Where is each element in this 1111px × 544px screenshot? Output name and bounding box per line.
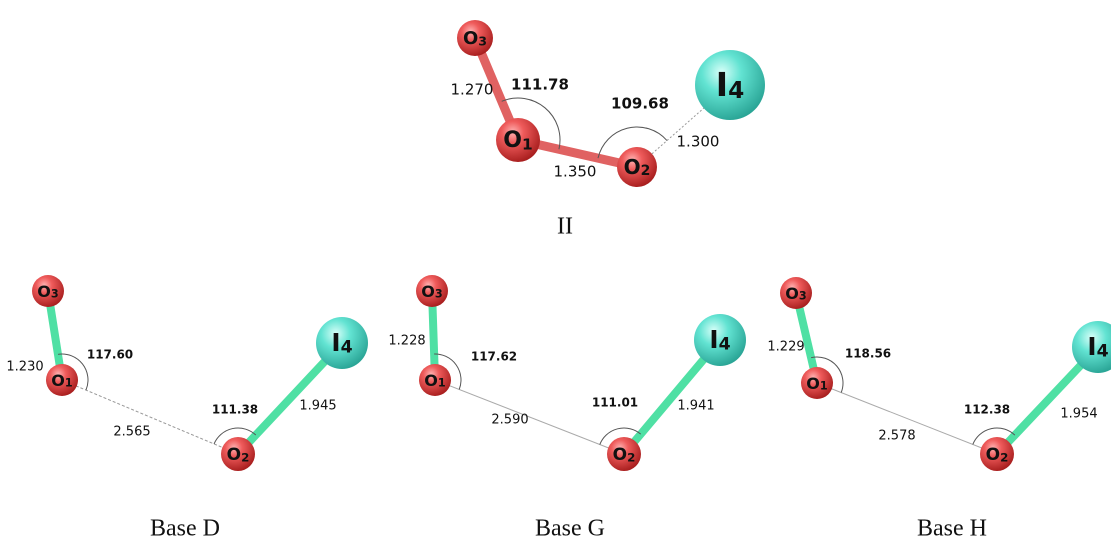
caption: Base G — [535, 516, 605, 542]
bond-length: 2.590 — [491, 413, 528, 428]
atom-index: 3 — [435, 287, 443, 300]
atom-symbol: O — [613, 445, 627, 465]
atom-symbol: O — [227, 445, 241, 465]
bond-length: 1.300 — [677, 133, 720, 151]
atom-symbol: I — [709, 325, 718, 354]
bond — [435, 380, 624, 454]
atom-index: 1 — [522, 135, 533, 153]
angle-value: 111.01 — [592, 396, 638, 410]
caption: Base H — [917, 516, 987, 542]
atom-index: 2 — [241, 450, 249, 464]
atom-index: 3 — [51, 287, 59, 300]
panel: O3O1O2I41.2292.5781.954118.56112.38Base … — [767, 277, 1111, 542]
atom-symbol: O — [624, 155, 641, 179]
atom-symbol: O — [421, 282, 435, 301]
atom-index: 4 — [341, 338, 353, 358]
bond-length: 1.941 — [677, 399, 714, 414]
panel: O3O1O2I41.2302.5651.945117.60111.38Base … — [6, 275, 368, 542]
atom-index: 4 — [728, 76, 744, 103]
atom-index: 4 — [1097, 342, 1109, 362]
bond-length: 1.228 — [388, 334, 425, 349]
bond-length: 2.578 — [878, 429, 915, 444]
atom-index: 4 — [719, 335, 731, 355]
angle-value: 117.62 — [471, 350, 517, 364]
bond-length: 1.945 — [299, 399, 336, 414]
atom-index: 3 — [478, 33, 487, 48]
angle-value: 118.56 — [845, 347, 891, 361]
atom-index: 2 — [627, 450, 635, 464]
atom-index: 1 — [820, 379, 828, 392]
bond-length: 1.350 — [554, 163, 597, 181]
atom-symbol: O — [503, 128, 522, 153]
caption: Base D — [150, 516, 220, 542]
atom-symbol: I — [1087, 332, 1096, 361]
atom-index: 1 — [65, 376, 73, 389]
angle-value: 109.68 — [611, 95, 669, 113]
atom-symbol: O — [785, 284, 799, 303]
angle-value: 111.38 — [212, 403, 258, 417]
atom-symbol: O — [51, 371, 65, 390]
bond-length: 1.230 — [6, 360, 43, 375]
angle-value: 112.38 — [964, 403, 1010, 417]
bond-length: 1.954 — [1060, 407, 1097, 422]
bond-length: 1.270 — [451, 81, 494, 99]
bond-length: 1.229 — [767, 340, 804, 355]
atom-symbol: I — [331, 328, 340, 357]
atom-symbol: I — [716, 65, 728, 104]
bond-length: 2.565 — [113, 425, 150, 440]
atom-index: 2 — [641, 163, 651, 179]
atom-symbol: O — [986, 445, 1000, 465]
atom-index: 1 — [438, 376, 446, 389]
caption: II — [557, 214, 573, 240]
panel: O3O1O2I41.2282.5901.941117.62111.01Base … — [388, 275, 746, 542]
angle-value: 117.60 — [87, 348, 133, 362]
bond — [62, 380, 238, 454]
atom-index: 3 — [799, 289, 807, 302]
angle-value: 111.78 — [511, 76, 569, 94]
atom-symbol: O — [37, 282, 51, 301]
figure: O3O1O2I41.2701.3501.300111.78109.68IIO3O… — [0, 0, 1111, 544]
atom-symbol: O — [806, 374, 820, 393]
atom-symbol: O — [424, 371, 438, 390]
atom-index: 2 — [1000, 450, 1008, 464]
atom-symbol: O — [463, 28, 478, 49]
